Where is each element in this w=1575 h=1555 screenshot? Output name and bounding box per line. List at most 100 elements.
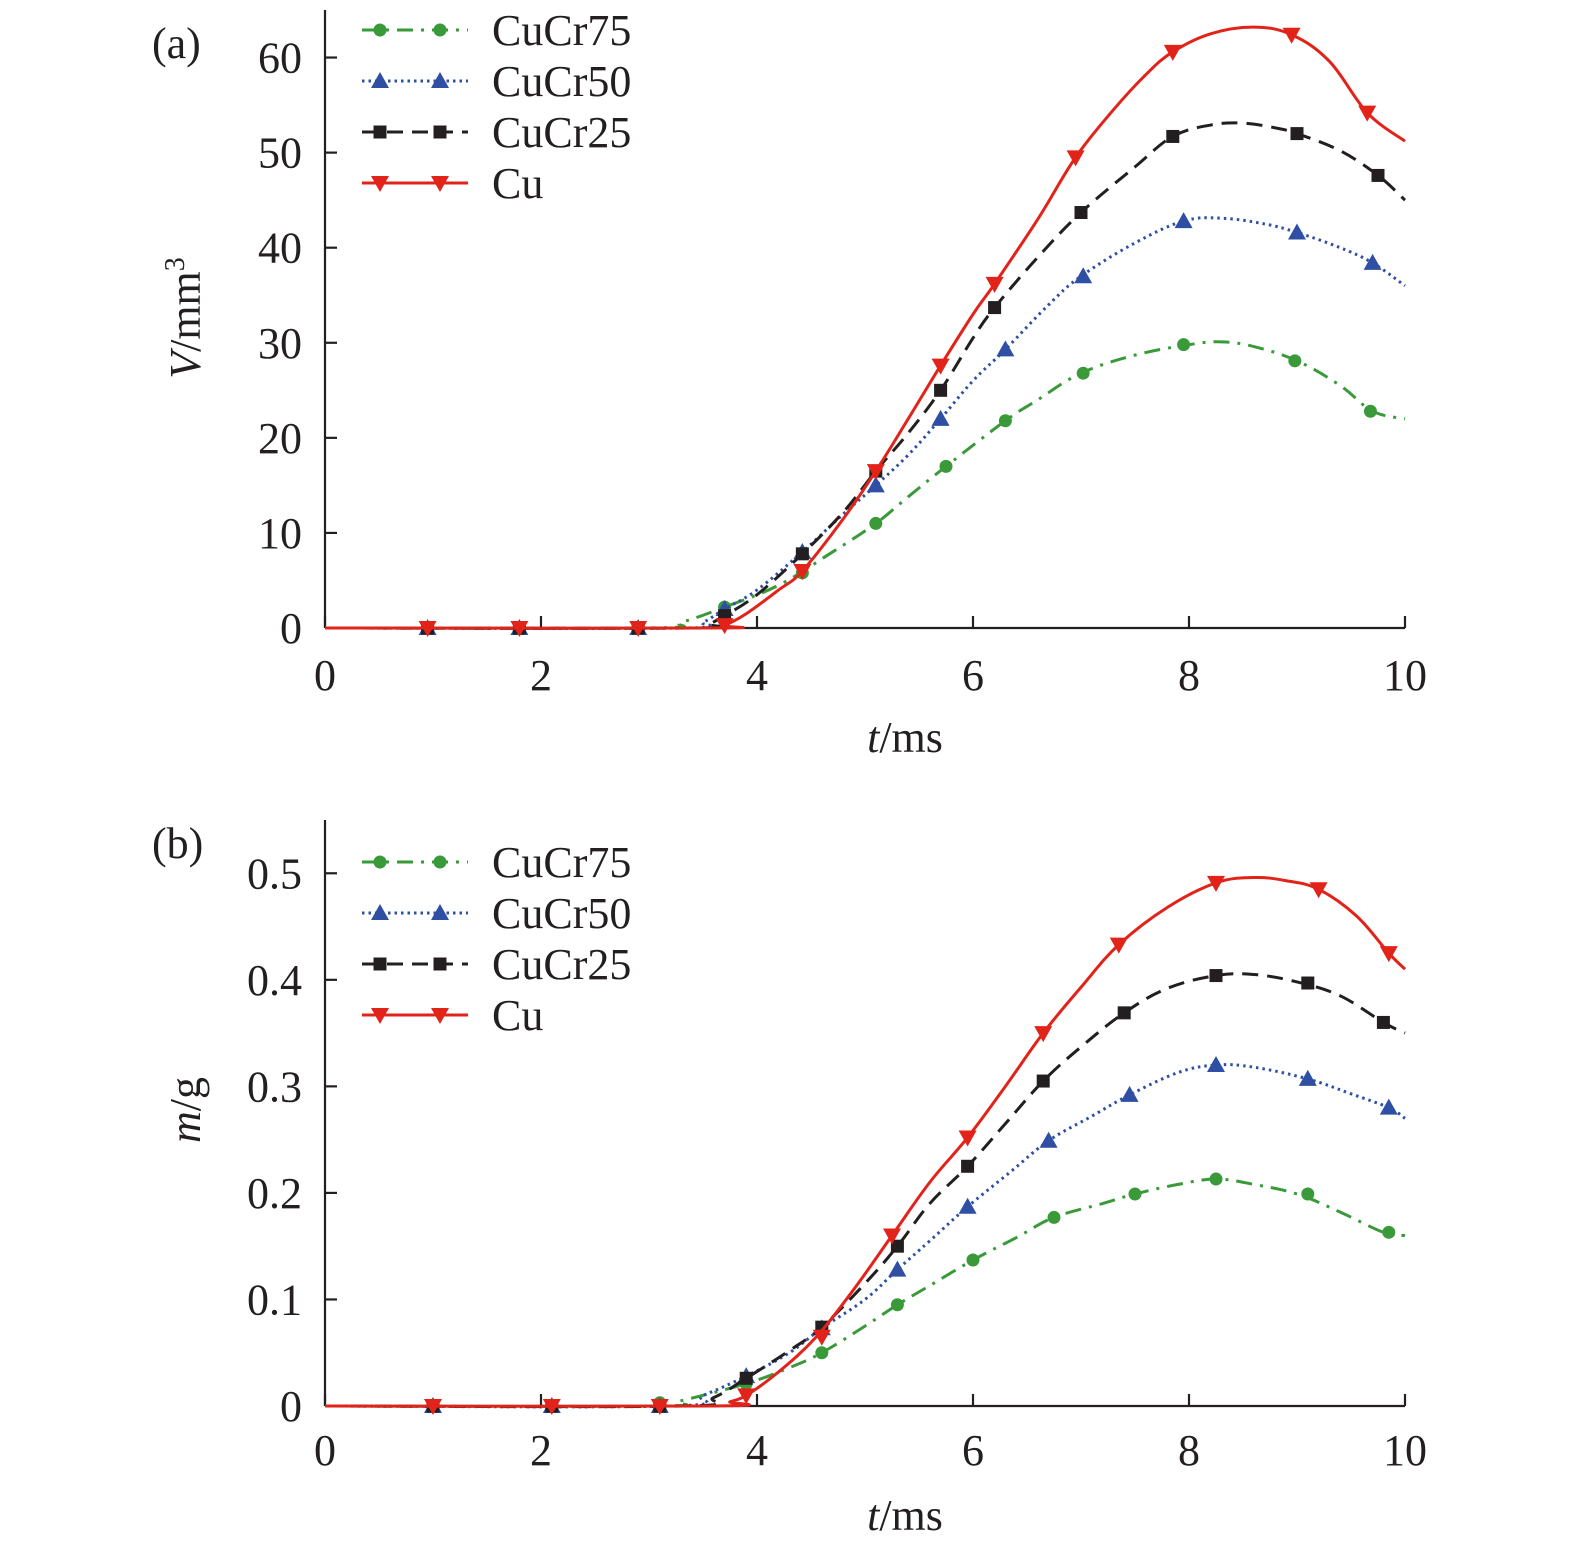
y-tick-label: 30 [258,319,302,368]
data-point [1379,1098,1398,1115]
data-point [650,1399,669,1415]
y-tick-label: 10 [258,509,302,558]
data-point [961,1159,975,1173]
data-point [985,276,1004,293]
series-cu [324,25,1406,637]
data-point [866,464,885,481]
series-line [324,1063,1406,1409]
data-point [966,1253,980,1267]
data-point [888,1260,907,1277]
x-tick-label: 8 [1178,1426,1200,1475]
data-point [931,409,950,426]
x-tick-label: 0 [314,651,336,700]
x-tick-label: 10 [1383,1426,1427,1475]
data-point [890,1239,904,1253]
data-point [815,1346,829,1360]
data-point [1047,1210,1061,1224]
chart-panel-a: (a) 0 2 4 6 8 100102030405060t/msV/mm3CuCr75C… [152,6,1427,762]
x-tick-label: 4 [746,651,768,700]
legend-label: Cu [492,991,543,1040]
legend-marker [431,176,449,192]
legend-marker [431,1008,449,1024]
data-point [1166,129,1180,143]
x-axis-label: t/ms [867,713,943,762]
data-point [1363,253,1382,270]
data-point [510,621,529,637]
legend-marker [431,72,449,88]
legend-label: CuCr25 [492,940,631,989]
data-point [1128,1187,1142,1201]
data-point [1371,168,1385,182]
series-cucr25 [324,969,1406,1413]
legend-label: CuCr50 [492,57,631,106]
data-point [1163,44,1182,61]
x-tick-label: 2 [530,1426,552,1475]
y-tick-label: 0.3 [247,1062,302,1111]
x-axis-label: t/ms [867,1491,943,1540]
legend-marker [373,957,387,971]
data-point [1109,937,1128,954]
data-point [1382,1225,1396,1239]
data-point [996,340,1015,357]
panel-label: (b) [152,819,203,868]
data-point [812,1329,831,1346]
y-tick-label: 0.4 [247,956,302,1005]
series-line [324,340,1406,630]
data-point [1358,105,1377,122]
data-point [939,459,953,473]
legend-marker [433,23,447,37]
data-point [958,1197,977,1214]
data-point [793,563,812,580]
x-tick-label: 0 [314,1426,336,1475]
data-point [424,1399,442,1415]
series-line [324,121,1407,630]
data-point [1209,969,1223,983]
data-point [1209,1172,1223,1186]
data-point [1174,212,1193,229]
data-point [958,1130,977,1147]
data-point [988,301,1002,315]
data-point [1298,1069,1317,1086]
y-tick-label: 0.2 [247,1169,302,1218]
x-tick-label: 4 [746,1426,768,1475]
legend-label: CuCr50 [492,889,631,938]
data-point [715,618,734,635]
data-point [1120,1085,1139,1102]
y-tick-label: 50 [258,129,302,178]
y-tick-label: 20 [258,414,302,463]
data-point [1066,150,1085,167]
legend-label: CuCr75 [492,838,631,887]
series-line [324,25,1406,630]
y-tick-label: 0.1 [247,1275,302,1324]
data-point [737,1388,756,1405]
data-point [1379,946,1398,963]
y-tick-label: 40 [258,224,302,273]
series-line [324,972,1406,1409]
data-point [1117,1006,1131,1020]
x-tick-label: 8 [1178,651,1200,700]
data-point [1207,1056,1225,1073]
data-point [1288,223,1306,240]
series-cucr50 [324,212,1406,635]
y-tick-label: 0 [280,604,302,653]
y-tick-label: 0 [280,1382,302,1431]
data-point [418,621,437,637]
legend-label: CuCr25 [492,108,631,157]
legend-marker [371,176,389,192]
x-tick-label: 6 [962,1426,984,1475]
y-axis-label: m/g [161,1077,210,1143]
legend-marker [371,72,389,88]
data-point [883,1228,901,1245]
series-cucr75 [324,1172,1406,1413]
series-cucr25 [324,121,1407,635]
legend-marker [433,957,447,971]
data-point [1376,1015,1390,1029]
panel-label: (a) [152,19,201,68]
data-point [1288,354,1302,368]
y-tick-label: 0.5 [247,849,302,898]
data-point [739,1371,753,1385]
series-line [324,1177,1406,1408]
legend-marker [373,125,387,139]
data-point [1177,338,1191,352]
